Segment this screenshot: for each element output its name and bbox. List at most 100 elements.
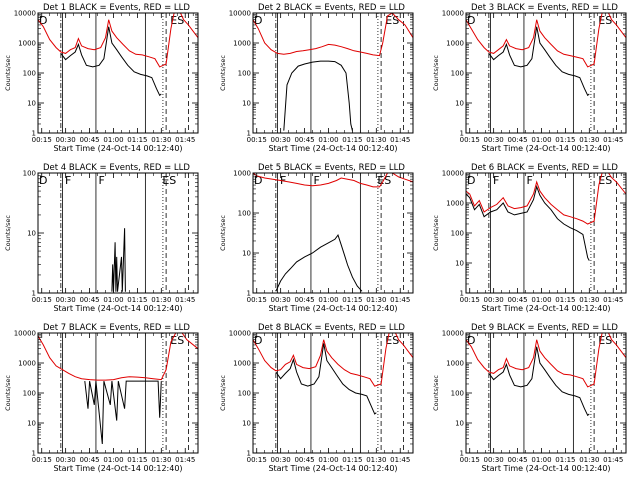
plot-title: Det 4 BLACK = Events, RED = LLD [43,163,190,173]
detector-plot-7: Det 7 BLACK = Events, RED = LLD Counts/se… [4,323,199,473]
y-tick-label: 100 [23,170,36,178]
y-tick-label: 10 [455,420,464,428]
plot-title: Det 5 BLACK = Events, RED = LLD [258,163,405,173]
x-tick-label: 01:30 [579,456,599,464]
plot-title: Det 9 BLACK = Events, RED = LLD [471,323,618,333]
x-tick-label: 00:15 [32,136,52,144]
event-letter: ES [377,174,391,187]
x-tick-label: 01:45 [603,136,623,144]
y-tick-label: 1 [32,290,36,298]
events-series-line [275,234,363,292]
x-tick-label: 01:00 [531,456,551,464]
event-letter: ES [385,334,399,347]
x-tick-label: 00:15 [460,456,480,464]
detector-plot-9: Det 9 BLACK = Events, RED = LLD Counts/se… [432,323,627,473]
y-tick-label: 10000 [442,170,464,178]
plot-title: Det 7 BLACK = Events, RED = LLD [43,323,190,333]
y-axis-label: Counts/sec [432,375,440,411]
plot-title: Det 2 BLACK = Events, RED = LLD [258,3,405,13]
y-tick-label: 1 [460,450,464,458]
x-tick-label: 01:30 [579,136,599,144]
x-tick-label: 01:15 [342,136,362,144]
y-tick-label: 100 [23,390,36,398]
y-tick-label: 1000 [18,40,36,48]
x-tick-label: 00:45 [507,136,527,144]
x-tick-label: 00:30 [56,136,76,144]
lld-series-line [252,12,414,57]
x-tick-label: 01:00 [531,296,551,304]
events-series-line [275,343,377,415]
x-axis-label: Start Time (24-Oct-14 00:12:40) [481,144,610,153]
x-tick-label: 01:00 [318,296,338,304]
plot-title: Det 8 BLACK = Events, RED = LLD [258,323,405,333]
event-letter: D [467,334,475,347]
y-tick-label: 10 [242,420,251,428]
lld-series-line [465,172,627,225]
x-tick-label: 00:45 [79,136,99,144]
x-axis-label: Start Time (24-Oct-14 00:12:40) [268,144,397,153]
x-tick-label: 01:45 [390,296,410,304]
x-tick-label: 01:00 [318,136,338,144]
x-tick-label: 00:45 [79,296,99,304]
x-tick-label: 01:45 [175,136,195,144]
x-tick-label: 00:30 [56,456,76,464]
y-tick-label: 10 [27,420,36,428]
x-tick-label: 01:15 [127,296,147,304]
x-tick-label: 00:45 [294,136,314,144]
events-series-line [60,26,162,97]
x-tick-label: 00:45 [507,456,527,464]
x-tick-label: 01:30 [579,296,599,304]
x-tick-label: 00:30 [271,136,291,144]
y-tick-label: 1000 [446,200,464,208]
plot-title: Det 1 BLACK = Events, RED = LLD [43,3,190,13]
x-tick-label: 01:15 [555,136,575,144]
y-tick-label: 1000 [233,40,251,48]
event-letter: ES [170,14,184,27]
x-tick-label: 00:15 [247,136,267,144]
x-tick-label: 01:00 [531,136,551,144]
y-tick-label: 10000 [14,330,36,338]
x-tick-label: 01:15 [127,136,147,144]
y-tick-label: 10000 [229,330,251,338]
y-tick-label: 10 [242,100,251,108]
event-letter: D [254,14,262,27]
x-tick-label: 01:15 [342,456,362,464]
y-tick-label: 10000 [229,10,251,18]
y-tick-label: 1 [247,130,251,138]
y-tick-label: 100 [238,390,251,398]
x-tick-label: 00:15 [460,296,480,304]
y-tick-label: 10 [455,100,464,108]
y-tick-label: 10 [27,100,36,108]
detector-plot-5: Det 5 BLACK = Events, RED = LLD Counts/se… [219,163,414,313]
x-tick-label: 01:30 [151,456,171,464]
plot-frame [37,172,199,294]
event-letter: ES [162,174,176,187]
plot-frame [465,172,627,294]
events-series-line [283,60,353,131]
y-tick-label: 1000 [446,360,464,368]
plot-frame [252,12,414,134]
y-tick-label: 10000 [442,330,464,338]
x-tick-label: 01:15 [342,296,362,304]
x-tick-label: 01:15 [127,456,147,464]
x-tick-label: 01:45 [390,456,410,464]
y-tick-label: 10 [455,260,464,268]
lld-series-line [37,332,199,381]
x-tick-label: 01:45 [603,456,623,464]
x-tick-label: 01:15 [555,456,575,464]
events-series-line [488,346,590,417]
plot-frame [252,332,414,454]
lld-series-line [252,332,414,387]
x-tick-label: 00:45 [294,296,314,304]
x-tick-label: 00:45 [79,456,99,464]
x-tick-label: 00:15 [460,136,480,144]
detector-plot-1: Det 1 BLACK = Events, RED = LLD Counts/se… [4,3,199,153]
events-series-line [465,185,590,261]
y-axis-label: Counts/sec [219,375,227,411]
x-tick-label: 00:45 [294,456,314,464]
y-tick-label: 100 [451,230,464,238]
y-axis-label: Counts/sec [432,215,440,251]
x-axis-label: Start Time (24-Oct-14 00:12:40) [481,304,610,313]
events-series-line [488,26,590,97]
y-axis-label: Counts/sec [219,215,227,251]
